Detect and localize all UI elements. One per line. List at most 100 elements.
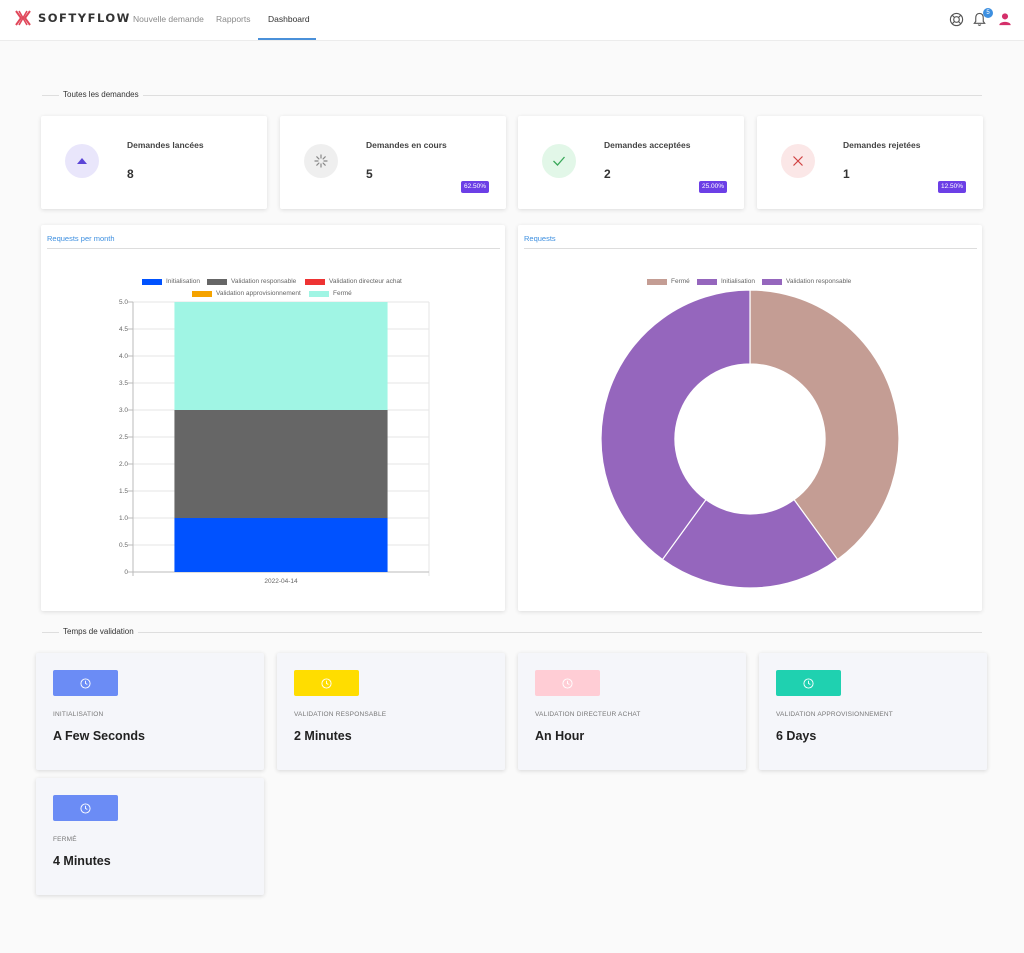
y-tick-label: 2.5 — [119, 434, 128, 441]
legend-item[interactable]: Validation approvisionnement — [192, 290, 301, 297]
stat-label: Demandes rejetées — [843, 140, 921, 150]
x-tick-label: 2022-04-14 — [264, 578, 298, 585]
requests-per-month-card: Requests per month Initialisation Valida… — [41, 225, 505, 611]
y-tick-label: 4.5 — [119, 326, 128, 333]
y-tick-label: 3.5 — [119, 380, 128, 387]
stat-percentage-badge: 25.00% — [698, 181, 727, 193]
section-divider — [42, 95, 982, 96]
y-tick-label: 5.0 — [119, 299, 128, 306]
section-divider — [42, 632, 982, 633]
y-tick-label: 3.0 — [119, 407, 128, 414]
bell-icon[interactable] — [972, 12, 987, 32]
validation-duration: 2 Minutes — [294, 729, 352, 743]
validation-card-ferme[interactable]: FERMÉ 4 Minutes — [36, 778, 264, 895]
clock-icon — [53, 795, 118, 821]
donut-slice — [749, 289, 900, 561]
bar-segment — [174, 410, 388, 518]
stat-label: Demandes lancées — [127, 140, 204, 150]
brand-name: SOFTYFLOW — [38, 11, 131, 25]
close-icon — [781, 144, 815, 178]
legend-swatch — [697, 278, 717, 285]
validation-card-approvisionnement[interactable]: VALIDATION APPROVISIONNEMENT 6 Days — [759, 653, 987, 770]
logo-icon — [15, 10, 31, 26]
validation-card-directeur-achat[interactable]: VALIDATION DIRECTEUR ACHAT An Hour — [518, 653, 746, 770]
clock-icon — [53, 670, 118, 696]
legend-label: Validation responsable — [786, 278, 852, 285]
legend-label: Validation approvisionnement — [216, 290, 301, 297]
validation-card-initialisation[interactable]: INITIALISATION A Few Seconds — [36, 653, 264, 770]
legend-swatch — [762, 278, 782, 285]
legend-swatch — [192, 290, 212, 297]
donut-slice — [661, 498, 839, 589]
legend-label: Initialisation — [721, 278, 755, 285]
clock-icon — [535, 670, 600, 696]
legend-item[interactable]: Initialisation — [697, 278, 755, 285]
validation-duration: An Hour — [535, 729, 585, 743]
stat-percentage-badge: 12.50% — [937, 181, 966, 193]
bar-segment — [174, 518, 388, 572]
arrow-up-icon — [65, 144, 99, 178]
legend-swatch — [142, 278, 162, 285]
validation-card-responsable[interactable]: VALIDATION RESPONSABLE 2 Minutes — [277, 653, 505, 770]
stat-percentage-badge: 62.50% — [460, 181, 489, 193]
stat-card-in-progress[interactable]: Demandes en cours 5 62.50% — [280, 116, 506, 209]
donut-chart — [600, 289, 900, 589]
stat-label: Demandes en cours — [366, 140, 447, 150]
validation-step-label: VALIDATION RESPONSABLE — [294, 711, 387, 718]
y-tick-label: 4.0 — [119, 353, 128, 360]
stat-value: 1 — [843, 167, 850, 181]
validation-step-label: FERMÉ — [53, 836, 77, 843]
y-tick-label: 0 — [124, 569, 128, 576]
legend-item[interactable]: Fermé — [647, 278, 690, 285]
y-tick-label: 1.5 — [119, 488, 128, 495]
validation-step-label: VALIDATION APPROVISIONNEMENT — [776, 711, 893, 718]
stat-card-launched[interactable]: Demandes lancées 8 — [41, 116, 267, 209]
notification-count-badge: 5 — [983, 8, 993, 18]
active-nav-indicator — [258, 38, 316, 40]
legend-item[interactable]: Validation directeur achat — [305, 278, 402, 285]
user-icon[interactable] — [998, 12, 1012, 31]
legend-item[interactable]: Validation responsable — [207, 278, 296, 285]
validation-duration: 4 Minutes — [53, 854, 111, 868]
clock-icon — [294, 670, 359, 696]
legend-swatch — [647, 278, 667, 285]
legend-label: Fermé — [333, 290, 352, 297]
stat-label: Demandes acceptées — [604, 140, 691, 150]
bar-segment — [174, 302, 388, 410]
legend-item[interactable]: Fermé — [309, 290, 352, 297]
stat-value: 8 — [127, 167, 134, 181]
brand-logo[interactable]: SOFTYFLOW — [15, 10, 131, 26]
nav-item-nouvelle-demande[interactable]: Nouvelle demande — [133, 14, 204, 24]
nav-item-dashboard[interactable]: Dashboard — [268, 14, 310, 24]
y-tick-label: 1.0 — [119, 515, 128, 522]
validation-step-label: INITIALISATION — [53, 711, 104, 718]
validation-duration: A Few Seconds — [53, 729, 145, 743]
validation-step-label: VALIDATION DIRECTEUR ACHAT — [535, 711, 641, 718]
legend-label: Validation directeur achat — [329, 278, 402, 285]
section-title-requests: Toutes les demandes — [59, 90, 143, 99]
legend-swatch — [309, 290, 329, 297]
tab-divider — [524, 248, 977, 249]
legend-swatch — [207, 278, 227, 285]
donut-slice — [600, 289, 751, 561]
requests-donut-card: Requests Fermé Initialisation Validation… — [518, 225, 982, 611]
top-navbar: SOFTYFLOW Nouvelle demande Rapports Dash… — [0, 0, 1024, 41]
section-title-validation: Temps de validation — [59, 627, 138, 636]
tab-divider — [47, 248, 500, 249]
legend-label: Validation responsable — [231, 278, 297, 285]
spinner-icon — [304, 144, 338, 178]
y-tick-label: 0.5 — [119, 542, 128, 549]
clock-icon — [776, 670, 841, 696]
y-tick-label: 2.0 — [119, 461, 128, 468]
legend-label: Initialisation — [166, 278, 200, 285]
legend-item[interactable]: Validation responsable — [762, 278, 851, 285]
legend-swatch — [305, 278, 325, 285]
stat-card-rejected[interactable]: Demandes rejetées 1 12.50% — [757, 116, 983, 209]
stat-value: 2 — [604, 167, 611, 181]
nav-item-rapports[interactable]: Rapports — [216, 14, 251, 24]
stat-card-accepted[interactable]: Demandes acceptées 2 25.00% — [518, 116, 744, 209]
support-icon[interactable] — [949, 12, 964, 32]
legend-label: Fermé — [671, 278, 690, 285]
legend-item[interactable]: Initialisation — [142, 278, 200, 285]
check-icon — [542, 144, 576, 178]
